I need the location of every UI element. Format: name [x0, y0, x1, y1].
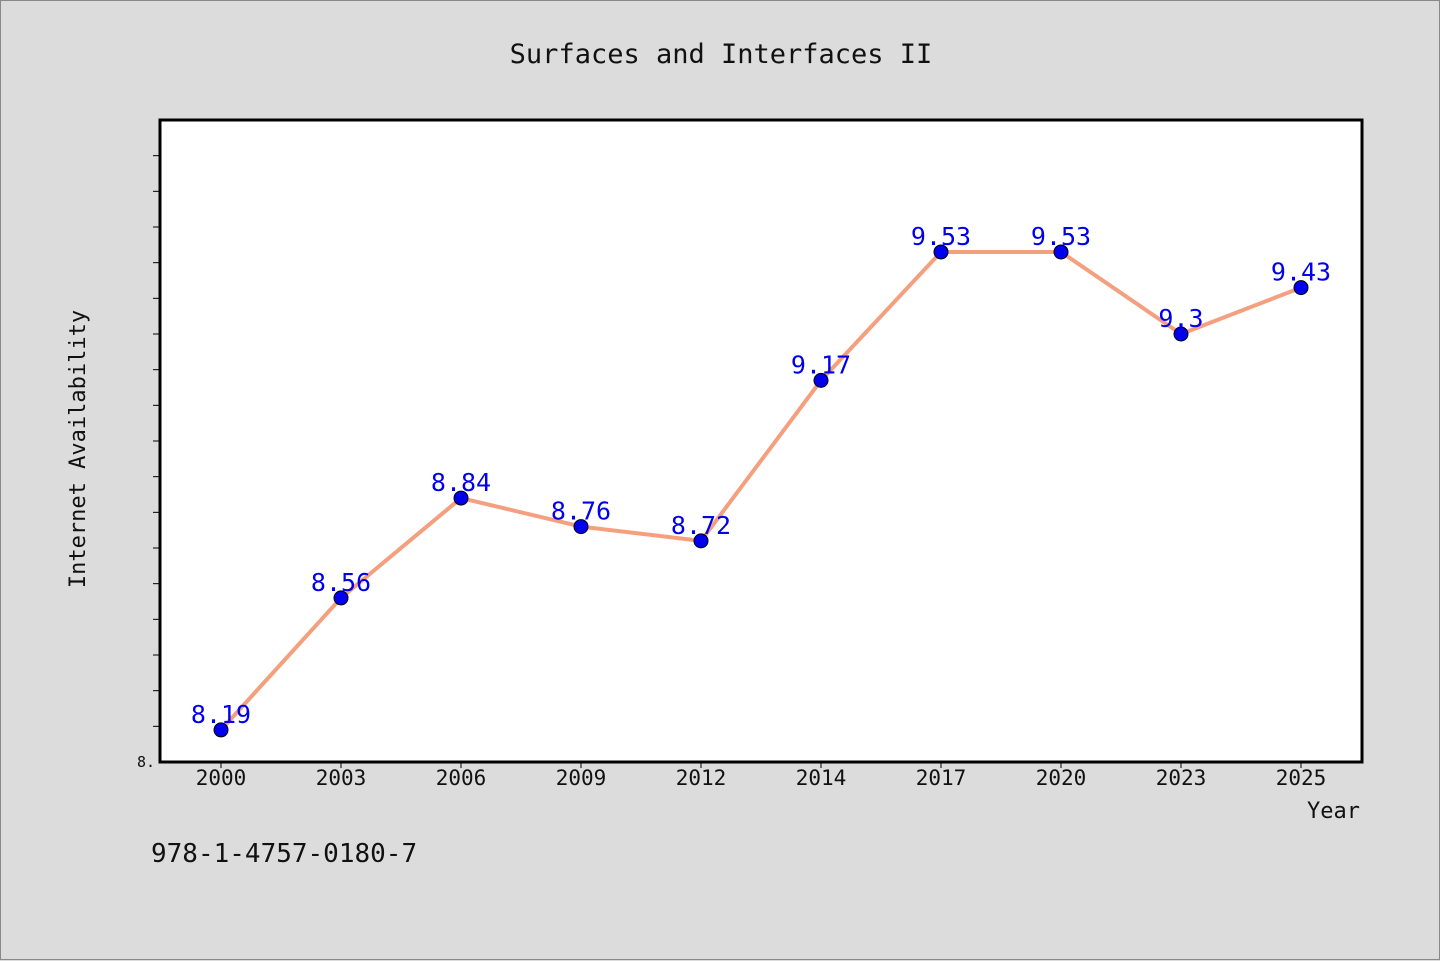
- data-label: 8.76: [551, 497, 611, 526]
- x-tick-label: 2009: [556, 766, 607, 790]
- data-label: 9.53: [911, 222, 971, 251]
- x-tick-label: 2000: [196, 766, 247, 790]
- data-point: [813, 372, 829, 388]
- data-point: [213, 722, 229, 738]
- data-point: [1053, 244, 1069, 260]
- x-axis-ticks: 2000 2003 2006 2009 2012 2014 2017 2020 2023 2025: [196, 762, 1327, 790]
- data-label: 8.84: [431, 468, 491, 497]
- y-tick-label: 8.: [137, 753, 155, 771]
- data-label: 9.17: [791, 350, 851, 379]
- x-axis-title: Year: [1307, 799, 1360, 824]
- data-label: 9.3: [1158, 304, 1203, 333]
- x-tick-label: 2014: [796, 766, 847, 790]
- x-tick-label: 2025: [1276, 766, 1327, 790]
- series-layer: 8.19 8.56 8.84 8.76 8.72 9.17 9.53 9.53 9.3 9.43: [191, 222, 1331, 738]
- data-label: 9.43: [1271, 258, 1331, 287]
- data-label: 9.53: [1031, 222, 1091, 251]
- x-tick-label: 2020: [1036, 766, 1087, 790]
- y-axis-ticks: [153, 155, 160, 727]
- chart-title: Surfaces and Interfaces II: [510, 39, 933, 70]
- data-label: 8.72: [671, 511, 731, 540]
- data-label: 8.19: [191, 700, 251, 729]
- data-point: [333, 590, 349, 606]
- x-tick-label: 2012: [676, 766, 727, 790]
- data-label: 8.56: [311, 568, 371, 597]
- plot-area: [158, 118, 1364, 764]
- data-point: [453, 490, 469, 506]
- series-line: [219, 249, 1303, 732]
- isbn-label: 978-1-4757-0180-7: [151, 839, 417, 869]
- data-point: [693, 533, 709, 549]
- data-point: [933, 244, 949, 260]
- x-tick-label: 2023: [1156, 766, 1207, 790]
- data-point: [573, 519, 589, 535]
- x-tick-label: 2003: [316, 766, 367, 790]
- data-point: [1173, 326, 1189, 342]
- data-point: [1293, 280, 1309, 296]
- x-tick-label: 2006: [436, 766, 487, 790]
- x-tick-label: 2017: [916, 766, 967, 790]
- y-axis-title: Internet Availability: [66, 310, 91, 588]
